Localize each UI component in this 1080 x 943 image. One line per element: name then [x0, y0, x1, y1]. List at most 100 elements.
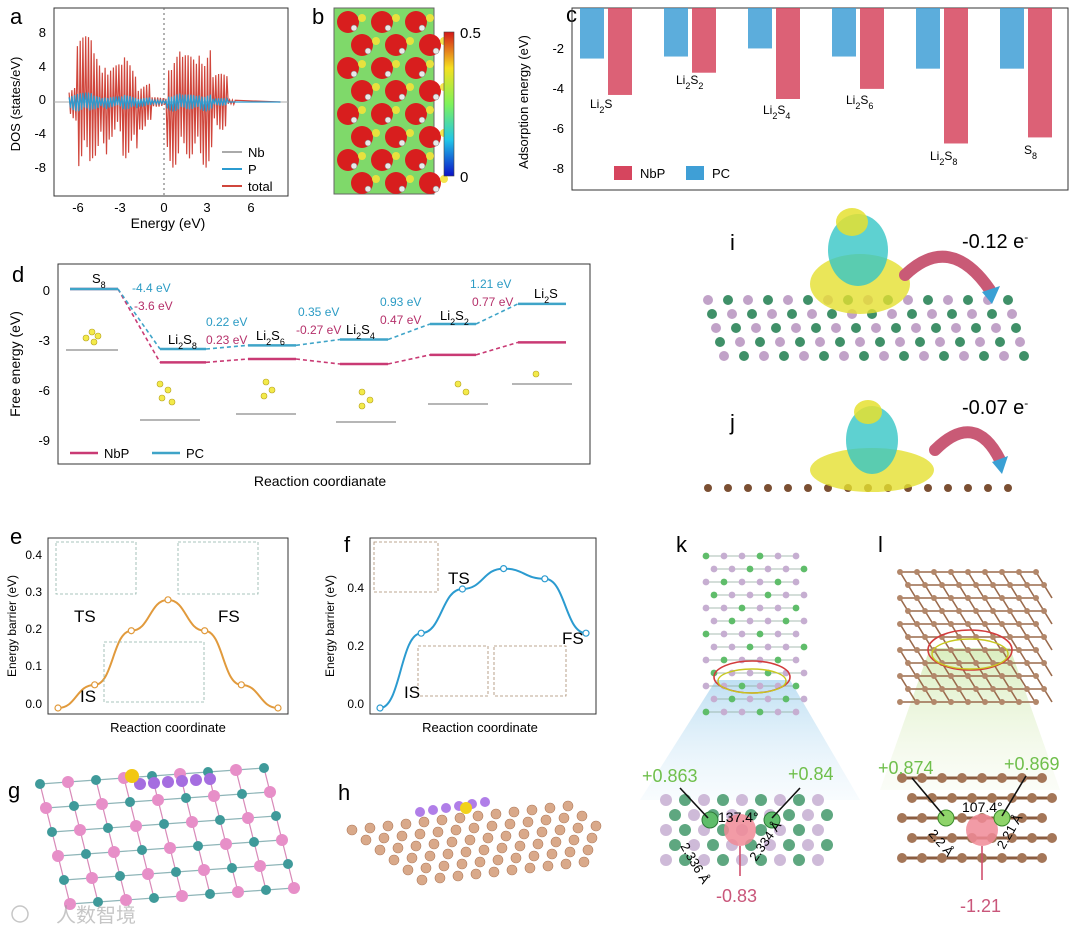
slab-atom	[819, 351, 829, 361]
c-atom	[982, 647, 988, 653]
c-atom	[973, 582, 979, 588]
dos-lines	[54, 36, 288, 168]
x-tick: 3	[203, 200, 210, 215]
c-atom	[914, 699, 920, 705]
y-tick: -8	[34, 160, 46, 175]
atom-marker	[384, 24, 392, 32]
slab-atom	[1003, 295, 1013, 305]
charge-left-k: +0.863	[642, 766, 698, 786]
barrier-e-point	[54, 704, 62, 712]
nb-atom	[261, 885, 271, 895]
legend-p: P	[248, 162, 257, 177]
c-atom	[999, 569, 1005, 575]
charge-right-l: +0.869	[1004, 754, 1060, 774]
slab-atom	[935, 337, 945, 347]
c-atom	[446, 836, 458, 848]
atom-marker	[432, 47, 440, 55]
y-ticks-d: 0 -3 -6 -9	[38, 283, 50, 448]
connector-pc	[117, 288, 161, 350]
lattice-atom	[746, 643, 754, 651]
x-tick: 0	[160, 200, 167, 215]
p-atom	[52, 850, 64, 862]
lattice-atom	[782, 591, 790, 599]
x-tick: -6	[72, 200, 84, 215]
slab-atom	[815, 337, 825, 347]
lattice-atom-zoom	[783, 839, 795, 851]
c-atom-zoom	[1037, 773, 1047, 783]
connector-nbp	[205, 358, 249, 364]
c-atom	[442, 848, 454, 860]
c-atom	[922, 660, 928, 666]
species-s8: S8	[92, 271, 106, 290]
lattice-atom-zoom	[821, 809, 833, 821]
nb-atom	[249, 837, 259, 847]
p-atom	[276, 834, 288, 846]
atom-marker	[364, 139, 372, 147]
panel-j: j -0.07 e-	[704, 396, 1028, 492]
charge-right-k: +0.84	[788, 764, 834, 784]
c-atom	[956, 634, 962, 640]
c-atom	[568, 834, 580, 846]
c-atom	[897, 595, 903, 601]
label-li2s: Li2S	[590, 97, 612, 115]
panel-letter-j: j	[729, 410, 735, 435]
lattice-atom	[774, 552, 782, 560]
lattice-atom	[710, 695, 718, 703]
lattice-atom-zoom	[812, 854, 824, 866]
slab-atom	[947, 309, 957, 319]
scale-max-label: 0.5	[460, 25, 481, 42]
slab-atom	[855, 337, 865, 347]
p-atom	[86, 872, 98, 884]
lattice-atom	[756, 578, 764, 586]
y-tick: 0.1	[25, 659, 42, 673]
slab-atom	[767, 309, 777, 319]
lattice-atom	[738, 552, 746, 560]
lattice-atom	[710, 643, 718, 651]
li-atom-right-k	[763, 811, 781, 829]
c-atom	[418, 816, 430, 828]
c-atom	[956, 660, 962, 666]
y-tick: -4	[34, 126, 46, 141]
atom-marker	[350, 24, 358, 32]
slab-atom	[895, 337, 905, 347]
atom-marker	[398, 47, 406, 55]
legend-a: Nb P total	[222, 145, 273, 194]
c-atom	[420, 862, 432, 874]
p-atom	[120, 894, 132, 906]
connector-pc	[475, 303, 519, 325]
p-atom	[220, 838, 232, 850]
c-atom	[922, 582, 928, 588]
nbp-slab-structure	[35, 763, 300, 910]
slab-atom	[703, 295, 713, 305]
lattice-atom	[756, 656, 764, 664]
legend-c: NbP PC	[614, 166, 730, 181]
c-atom	[965, 699, 971, 705]
atom-marker	[350, 162, 358, 170]
c-atom	[973, 608, 979, 614]
lattice-atom	[746, 695, 754, 703]
c-atom	[1033, 621, 1039, 627]
adsorption-ellipse-l	[927, 629, 1013, 671]
atom-marker	[384, 70, 392, 78]
c-atom	[999, 595, 1005, 601]
lattice-atom	[774, 630, 782, 638]
isosurface-yellow-top	[836, 208, 868, 236]
c-atom	[1033, 647, 1039, 653]
lattice-atom	[792, 656, 800, 664]
slab-atom	[739, 351, 749, 361]
c-atom	[482, 832, 494, 844]
panel-letter-d: d	[12, 262, 24, 287]
lattice-atom-zoom	[812, 824, 824, 836]
barrier-f-point	[500, 564, 508, 573]
lattice-atom-zoom	[774, 854, 786, 866]
c-atom	[396, 830, 408, 842]
bar-nbp	[776, 8, 800, 99]
lattice-atom-zoom	[821, 839, 833, 851]
p-atom	[130, 820, 142, 832]
density-mid-blob	[426, 14, 434, 22]
y-tick: 0.4	[25, 548, 42, 562]
charge-left-l: +0.874	[878, 758, 934, 778]
bond-left-l: 2.2 Å	[926, 826, 957, 859]
species-li2s: Li2S	[534, 286, 558, 305]
c-atom-zoom	[947, 793, 957, 803]
